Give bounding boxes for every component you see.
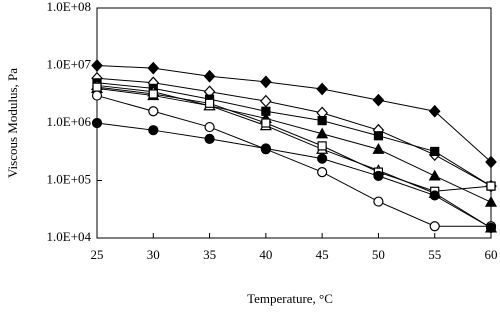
marker: [316, 127, 329, 139]
marker: [316, 82, 328, 96]
marker: [204, 133, 215, 144]
marker: [91, 117, 103, 129]
y-tick-label: 1.0E+05: [46, 171, 91, 186]
marker: [204, 98, 215, 108]
marker: [373, 196, 384, 207]
marker: [260, 143, 271, 154]
marker: [148, 89, 158, 99]
marker: [148, 125, 159, 136]
marker: [373, 131, 384, 141]
marker: [317, 166, 328, 178]
y-tick-label: 1.0E+04: [46, 229, 91, 244]
marker: [484, 195, 498, 207]
series-line: [96, 65, 492, 163]
marker: [430, 146, 440, 157]
marker: [91, 90, 103, 101]
marker: [148, 106, 159, 117]
y-tick-label: 1.0E+07: [46, 56, 91, 71]
x-tick-label: 30: [147, 247, 160, 262]
series-line: [96, 84, 492, 229]
marker: [203, 69, 216, 83]
x-tick-label: 35: [203, 247, 216, 262]
marker: [428, 104, 441, 118]
marker: [429, 190, 440, 201]
series-line: [96, 122, 492, 229]
marker: [204, 121, 215, 133]
marker: [147, 61, 160, 75]
marker: [91, 59, 103, 72]
marker: [92, 82, 102, 92]
series-line: [96, 87, 492, 203]
x-axis-label: Temperature, °C: [247, 291, 333, 306]
plot-frame: [96, 7, 492, 239]
x-tick-label: 25: [91, 247, 104, 262]
marker: [317, 153, 328, 164]
series-line: [96, 77, 492, 187]
series-line: [96, 95, 491, 227]
marker: [372, 93, 385, 107]
marker: [317, 116, 327, 126]
marker: [429, 221, 440, 232]
x-tick-label: 45: [316, 247, 329, 262]
marker: [486, 181, 496, 191]
x-tick-label: 60: [485, 247, 498, 262]
marker: [485, 155, 497, 169]
marker: [260, 94, 272, 108]
x-tick-label: 40: [259, 247, 272, 262]
y-tick-label: 1.0E+08: [46, 0, 91, 14]
marker: [373, 170, 384, 182]
marker: [428, 169, 441, 181]
series-line: [96, 86, 492, 192]
x-tick-label: 55: [428, 247, 441, 262]
x-tick-label: 50: [372, 247, 385, 262]
marker: [261, 118, 271, 128]
y-tick-label: 1.0E+06: [46, 114, 91, 129]
marker: [260, 75, 272, 89]
series-line: [96, 82, 492, 187]
marker: [317, 141, 327, 151]
marker: [372, 142, 385, 154]
marker: [485, 222, 497, 233]
y-axis-label: Viscous Modulus, Pa: [5, 68, 20, 178]
